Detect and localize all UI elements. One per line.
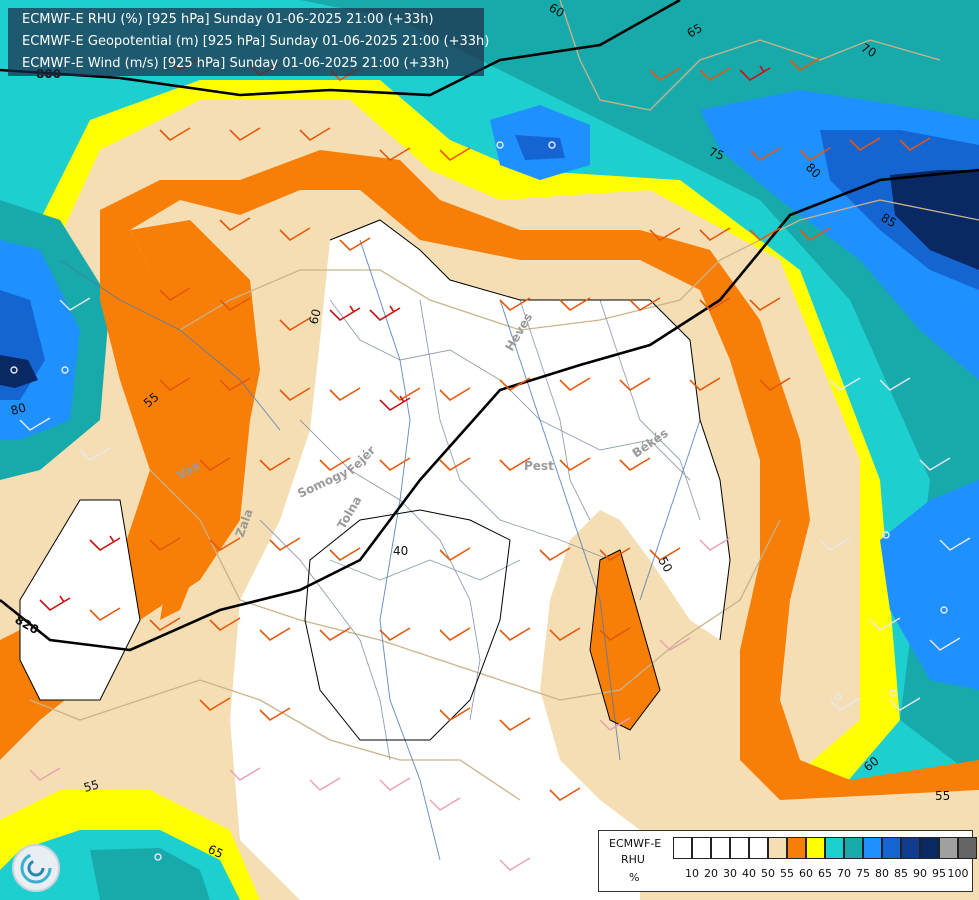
legend-tick-label: 55 [780,867,794,880]
legend-swatch [749,837,768,859]
legend-tick-label: 100 [947,867,969,880]
legend-swatch [806,837,825,859]
contour-label: 60 [306,307,323,325]
contour-label: 65 [685,21,705,41]
contour-label: 80 [9,400,27,417]
legend-tick-label: 30 [723,867,737,880]
rhu-orange-west [130,220,260,620]
legend-tick-label: 95 [932,867,946,880]
place-label: Pest [524,459,554,473]
rhu-orange-tongue [590,550,660,730]
contour-label: 75 [707,145,726,163]
contour-label: 60 [547,0,567,20]
legend-tick-label: 60 [799,867,813,880]
legend-tick-label: 40 [742,867,756,880]
wind-barbs-strong [39,65,771,612]
legend-unit: % [629,871,640,884]
legend-swatch [825,837,844,859]
legend-swatch [711,837,730,859]
title-geopotential: ECMWF-E Geopotential (m) [925 hPa] Sunda… [22,34,490,49]
legend-variable: RHU [621,853,645,866]
legend-swatch [692,837,711,859]
rhu-band-85 [0,130,979,400]
rhu-contours [19,219,731,741]
contour-label: 85 [879,210,899,230]
legend-swatch [901,837,920,859]
title-wind: ECMWF-E Wind (m/s) [925 hPa] Sunday 01-0… [22,56,450,71]
legend-model: ECMWF-E [609,837,662,850]
rhu-dry-core [20,220,730,900]
title-rhu: ECMWF-E RHU (%) [925 hPa] Sunday 01-06-2… [22,12,434,27]
logo-icon [12,844,60,892]
legend-tick-label: 70 [837,867,851,880]
wind-barbs-light [10,141,971,861]
contour-label: 55 [82,777,100,794]
color-legend: ECMWF-E RHU % 10 20 30 40 50 55 60 65 70 75 80 85 90… [598,830,977,892]
legend-swatch [882,837,901,859]
legend-swatch [673,837,692,859]
contour-label: 65 [206,842,226,861]
legend-swatch [787,837,806,859]
rhu-sw-moist-3 [90,848,210,900]
legend-swatch [844,837,863,859]
legend-swatch [958,837,977,859]
contour-label: 55 [935,789,950,803]
wind-barbs-weak [29,537,731,871]
swirl-icon [20,852,52,884]
legend-swatch [730,837,749,859]
legend-swatch [920,837,939,859]
legend-swatch [939,837,958,859]
legend-swatch [768,837,787,859]
legend-tick-label: 65 [818,867,832,880]
contour-label: 70 [859,40,879,60]
legend-tick-label: 80 [875,867,889,880]
legend-swatch [863,837,882,859]
legend-tick-label: 75 [856,867,870,880]
legend-tick-label: 50 [761,867,775,880]
contour-label: 50 [655,555,675,575]
map-title-box: ECMWF-E RHU (%) [925 hPa] Sunday 01-06-2… [8,8,489,76]
legend-tick-label: 90 [913,867,927,880]
contour-label: 40 [393,544,408,558]
legend-tick-label: 20 [704,867,718,880]
legend-tick-label: 10 [685,867,699,880]
country-borders [29,0,979,801]
rhu-band-75 [0,0,979,780]
legend-tick-label: 85 [894,867,908,880]
